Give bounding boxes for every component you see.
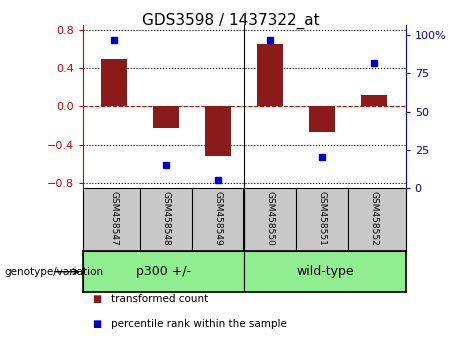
Bar: [257, 44, 284, 106]
Text: wild-type: wild-type: [296, 265, 354, 278]
Bar: [205, 106, 231, 156]
Text: GSM458551: GSM458551: [318, 191, 327, 246]
Bar: [361, 95, 387, 106]
Text: GSM458548: GSM458548: [162, 191, 171, 246]
Text: transformed count: transformed count: [111, 294, 208, 304]
Bar: [83, 251, 244, 292]
Text: ■: ■: [92, 319, 101, 329]
Bar: [244, 251, 406, 292]
Bar: [153, 106, 179, 128]
Text: genotype/variation: genotype/variation: [5, 267, 104, 277]
Text: GSM458547: GSM458547: [110, 191, 119, 246]
Text: ■: ■: [92, 294, 101, 304]
Bar: [101, 59, 127, 106]
Text: GSM458550: GSM458550: [266, 191, 275, 246]
Bar: [309, 106, 336, 132]
Text: p300 +/-: p300 +/-: [136, 265, 191, 278]
Text: GSM458549: GSM458549: [214, 191, 223, 246]
Text: GSM458552: GSM458552: [370, 191, 379, 246]
Text: GDS3598 / 1437322_at: GDS3598 / 1437322_at: [142, 12, 319, 29]
Text: percentile rank within the sample: percentile rank within the sample: [111, 319, 287, 329]
